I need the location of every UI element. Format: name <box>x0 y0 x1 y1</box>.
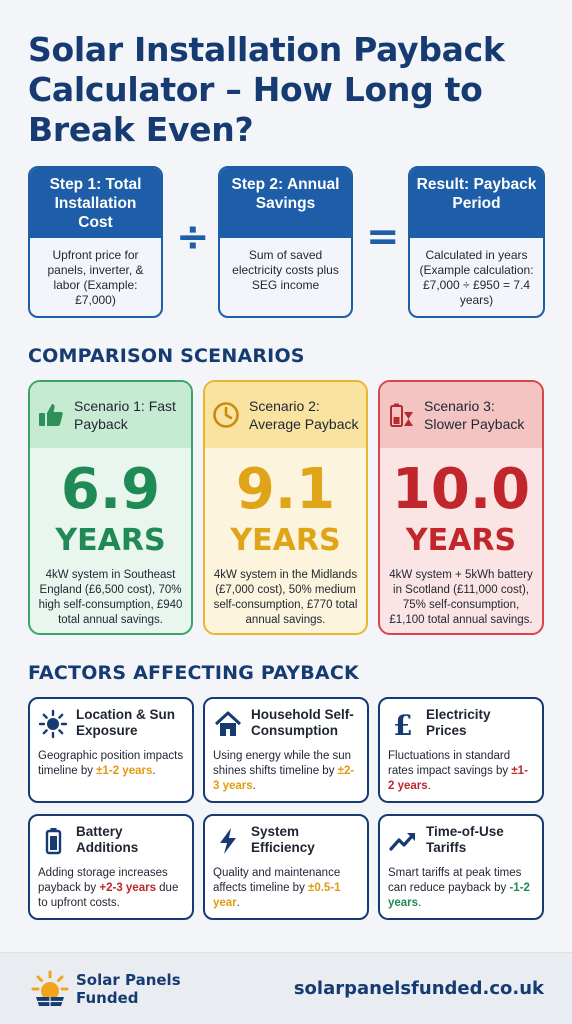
factor-label: Battery Additions <box>76 824 139 855</box>
factor-impact: ±1-2 years <box>388 765 528 792</box>
scenario-average: Scenario 2: Average Payback 9.1 YEARS 4k… <box>203 380 368 635</box>
comparison-title: COMPARISON SCENARIOS <box>28 345 305 367</box>
scenario-description: 4kW system + 5kWh battery in Scotland (£… <box>389 569 533 626</box>
factor-description: Adding storage increases payback by +2-3… <box>38 867 179 909</box>
scenario-value: 9.1 <box>235 457 336 522</box>
step-body: Upfront price for panels, inverter, & la… <box>47 248 144 307</box>
factor-impact: ±0.5-1 year <box>213 882 341 909</box>
scenario-label: Scenario 1: Fast Payback <box>74 398 176 432</box>
factor-impact: ±2-3 years <box>213 765 355 792</box>
factors-title: FACTORS AFFECTING PAYBACK <box>28 662 359 684</box>
pound-icon: £ <box>393 709 412 739</box>
factor-impact: ±1-2 years <box>96 765 153 777</box>
step-heading: Step 1: Total Installation Cost <box>30 168 161 238</box>
scenario-description: 4kW system in the Midlands (£7,000 cost)… <box>213 569 358 626</box>
step-body: Calculated in years (Example calculation… <box>419 248 534 307</box>
factor-impact: -1-2 years <box>388 882 530 909</box>
factor-label: Time-of-Use Tariffs <box>426 824 504 855</box>
footer: Solar Panels Funded solarpanelsfunded.co… <box>0 952 572 1024</box>
factor-label: Location & Sun Exposure <box>76 707 175 738</box>
sun-icon <box>38 709 68 739</box>
step-result: Result: Payback Period Calculated in yea… <box>408 166 545 318</box>
scenario-unit: YEARS <box>405 523 517 558</box>
scenario-label: Scenario 2: Average Payback <box>249 398 359 432</box>
scenario-unit: YEARS <box>230 523 341 558</box>
step-heading: Result: Payback Period <box>410 168 543 238</box>
svg-text:£: £ <box>393 709 412 739</box>
trend-up-icon <box>389 833 415 851</box>
sun-logo-icon <box>31 970 69 1006</box>
scenario-value: 10.0 <box>391 457 531 522</box>
battery-hourglass-icon <box>390 403 413 427</box>
factor-description: Fluctuations in standard rates impact sa… <box>388 750 528 792</box>
lightning-icon <box>220 828 236 854</box>
factor-label: System Efficiency <box>251 824 315 855</box>
factor-label: Household Self-Consumption <box>251 707 354 738</box>
factor-description: Smart tariffs at peak times can reduce p… <box>388 867 530 909</box>
factor-description: Geographic position impacts timeline by … <box>38 750 184 777</box>
factor-impact: +2-3 years <box>99 882 156 894</box>
factor-time-of-use: Time-of-Use Tariffs Smart tariffs at pea… <box>378 814 544 920</box>
factor-electricity-prices: £ Electricity Prices Fluctuations in sta… <box>378 697 544 803</box>
page-title: Solar Installation Payback Calculator – … <box>28 30 505 149</box>
factor-description: Quality and maintenance affects timeline… <box>213 867 341 909</box>
factor-battery: Battery Additions Adding storage increas… <box>28 814 194 920</box>
scenario-value: 6.9 <box>60 457 161 522</box>
thumbs-up-icon <box>39 404 63 426</box>
step-body: Sum of saved electricity costs plus SEG … <box>232 248 339 292</box>
equals-sign: = <box>366 214 400 260</box>
factor-label: Electricity Prices <box>426 707 491 738</box>
scenario-unit: YEARS <box>55 523 166 558</box>
clock-icon <box>213 402 239 428</box>
brand-logo: Solar Panels Funded <box>30 969 181 1009</box>
battery-icon <box>45 828 62 855</box>
factor-description: Using energy while the sun shines shifts… <box>213 750 355 792</box>
scenario-fast: Scenario 1: Fast Payback 6.9 YEARS 4kW s… <box>28 380 193 635</box>
scenario-label: Scenario 3: Slower Payback <box>424 398 525 432</box>
scenario-slower: Scenario 3: Slower Payback 10.0 YEARS 4k… <box>378 380 544 635</box>
brand-name: Solar Panels Funded <box>76 971 181 1007</box>
factor-location: Location & Sun Exposure Geographic posit… <box>28 697 194 803</box>
factor-system-efficiency: System Efficiency Quality and maintenanc… <box>203 814 369 920</box>
scenario-description: 4kW system in Southeast England (£6,500 … <box>38 569 183 626</box>
website-link[interactable]: solarpanelsfunded.co.uk <box>293 978 544 999</box>
step-total-cost: Step 1: Total Installation Cost Upfront … <box>28 166 163 318</box>
factor-self-consumption: Household Self-Consumption Using energy … <box>203 697 369 803</box>
divide-sign: ÷ <box>176 214 210 260</box>
house-icon <box>214 711 242 736</box>
step-annual-savings: Step 2: Annual Savings Sum of saved elec… <box>218 166 353 318</box>
step-heading: Step 2: Annual Savings <box>220 168 351 238</box>
